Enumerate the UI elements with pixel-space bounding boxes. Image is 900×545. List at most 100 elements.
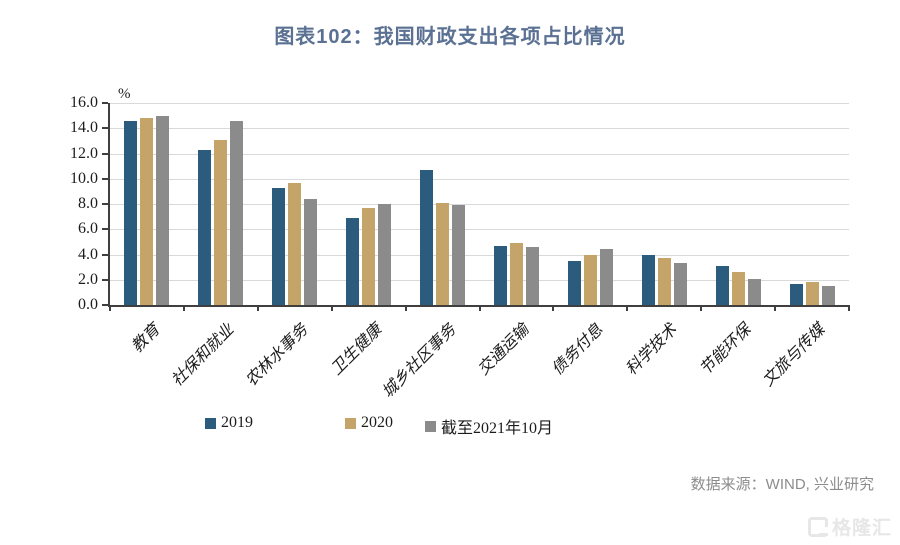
bar [230, 120, 244, 305]
y-axis-tick [102, 203, 108, 205]
x-axis-category-label: 文旅与传媒 [759, 321, 829, 390]
bar [747, 278, 761, 305]
bar [288, 182, 302, 305]
gelonghui-logo-icon [807, 516, 828, 537]
legend-swatch-icon [345, 417, 356, 429]
gridline [110, 128, 849, 130]
bar [140, 118, 154, 305]
x-axis-tick [330, 305, 333, 311]
y-axis-tick-label: 0.0 [78, 296, 98, 313]
y-axis-tick [102, 177, 108, 180]
gridline [110, 204, 849, 205]
bar-group [553, 103, 627, 305]
y-axis-tick-label: 16.0 [70, 94, 98, 111]
y-axis-unit-label: % [118, 86, 131, 102]
legend-item: 2020 [345, 414, 393, 432]
bar-group [332, 103, 406, 305]
bar [378, 204, 392, 305]
bar [657, 258, 671, 305]
bar [272, 187, 286, 305]
bar [156, 115, 170, 305]
x-axis-category-label: 科学技术 [623, 321, 681, 379]
legend-swatch-icon [425, 420, 436, 432]
y-axis-tick [102, 278, 108, 281]
y-axis-tick-label: 4.0 [78, 245, 98, 263]
bar [789, 283, 803, 305]
gridline [110, 103, 849, 104]
bar [599, 249, 613, 305]
legend: 2019 2020 截至2021年10月 [0, 414, 900, 438]
y-axis-tick [102, 304, 108, 306]
bar [493, 245, 507, 305]
x-axis-tick [700, 305, 703, 311]
source-note: 数据来源：WIND, 兴业研究 [690, 476, 874, 493]
y-axis-tick [102, 253, 108, 256]
legend-label: 2019 [221, 414, 253, 431]
watermark: 格隆汇 [807, 513, 892, 540]
bar-group [480, 103, 554, 305]
chart-title: 图表102：我国财政支出各项占比情况 [274, 26, 626, 48]
bar [715, 265, 729, 305]
bar [673, 263, 687, 305]
y-axis-tick-label: 12.0 [70, 144, 98, 162]
x-axis-category-label: 社保和就业 [168, 321, 238, 390]
y-axis-tick-label: 6.0 [78, 220, 98, 238]
y-axis-tick-label: 14.0 [70, 119, 98, 137]
bar [525, 246, 539, 305]
bar-group [110, 103, 184, 305]
legend-item: 2019 [205, 414, 253, 432]
bar [304, 198, 318, 305]
y-axis-tick-label: 2.0 [78, 270, 98, 288]
gridline [110, 178, 849, 180]
bar-group [184, 103, 258, 305]
legend-label: 截至2021年10月 [441, 420, 554, 437]
bar [452, 205, 466, 305]
x-axis-tick [478, 305, 481, 311]
legend-swatch-icon [205, 417, 216, 429]
y-axis-tick [102, 152, 108, 155]
x-axis-category-label: 卫生健康 [327, 321, 385, 379]
bar [821, 286, 835, 305]
bar [420, 169, 434, 305]
bar [124, 120, 138, 305]
bar [509, 243, 523, 305]
x-axis-tick [552, 305, 555, 311]
x-axis-tick [109, 305, 111, 311]
bar-group [627, 103, 701, 305]
bar [731, 272, 745, 305]
legend-item: 截至2021年10月 [425, 414, 553, 438]
bar [436, 202, 450, 305]
legend-label: 2020 [361, 414, 393, 431]
gridline [110, 229, 849, 231]
gridline [110, 153, 849, 155]
bar [214, 139, 228, 305]
x-axis-tick [182, 305, 185, 311]
x-axis-category-label: 债务付息 [549, 321, 607, 379]
watermark-text: 格隆汇 [831, 518, 892, 539]
y-axis-tick-label: 8.0 [78, 195, 98, 212]
bar [198, 149, 212, 305]
x-axis-category-label: 交通运输 [475, 321, 533, 379]
plot-area: % 0.0 2.0 4.0 6.0 8.0 10.0 12.0 14.0 16.0 教育 社保和就业… [70, 86, 850, 401]
y-axis-tick [102, 102, 108, 104]
x-axis-tick [626, 305, 629, 311]
x-axis-tick [256, 305, 259, 311]
x-axis-category-label: 节能环保 [697, 321, 755, 379]
bar [583, 254, 597, 305]
bar [641, 254, 655, 305]
bar-group [258, 103, 332, 305]
x-axis-tick [848, 305, 850, 311]
x-axis-tick [774, 305, 777, 311]
bar [567, 260, 581, 305]
y-axis-tick [102, 127, 108, 130]
x-axis-category-label: 城乡社区事务 [378, 321, 459, 402]
bar [805, 282, 819, 305]
bar [346, 217, 360, 305]
y-axis-tick [102, 228, 108, 231]
bar-group [775, 103, 849, 305]
x-axis-category-label: 农林水事务 [242, 321, 312, 390]
x-axis-category-label: 教育 [128, 321, 164, 356]
x-axis-tick [404, 305, 407, 311]
gridline [110, 254, 849, 256]
